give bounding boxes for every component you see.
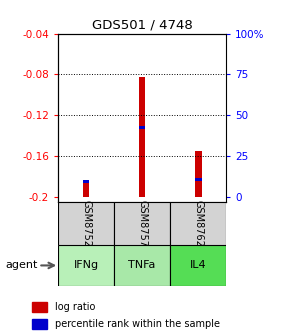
Text: GSM8762: GSM8762: [193, 200, 203, 247]
Text: IFNg: IFNg: [73, 260, 99, 270]
Bar: [139, 126, 146, 129]
Bar: [139, 77, 146, 197]
Bar: [114, 202, 170, 245]
Text: GSM8757: GSM8757: [137, 200, 147, 247]
Text: TNFa: TNFa: [128, 260, 156, 270]
Text: agent: agent: [6, 260, 38, 270]
Bar: [195, 151, 202, 197]
Bar: [114, 245, 170, 286]
Text: log ratio: log ratio: [55, 302, 95, 312]
Bar: [170, 202, 226, 245]
Title: GDS501 / 4748: GDS501 / 4748: [92, 18, 193, 31]
Bar: [32, 319, 47, 329]
Bar: [83, 181, 89, 197]
Text: IL4: IL4: [190, 260, 206, 270]
Text: GSM8752: GSM8752: [81, 200, 91, 247]
Bar: [32, 302, 47, 312]
Bar: [58, 245, 114, 286]
Bar: [83, 180, 89, 183]
Bar: [170, 245, 226, 286]
Bar: [58, 202, 114, 245]
Bar: [195, 178, 202, 181]
Text: percentile rank within the sample: percentile rank within the sample: [55, 319, 220, 329]
